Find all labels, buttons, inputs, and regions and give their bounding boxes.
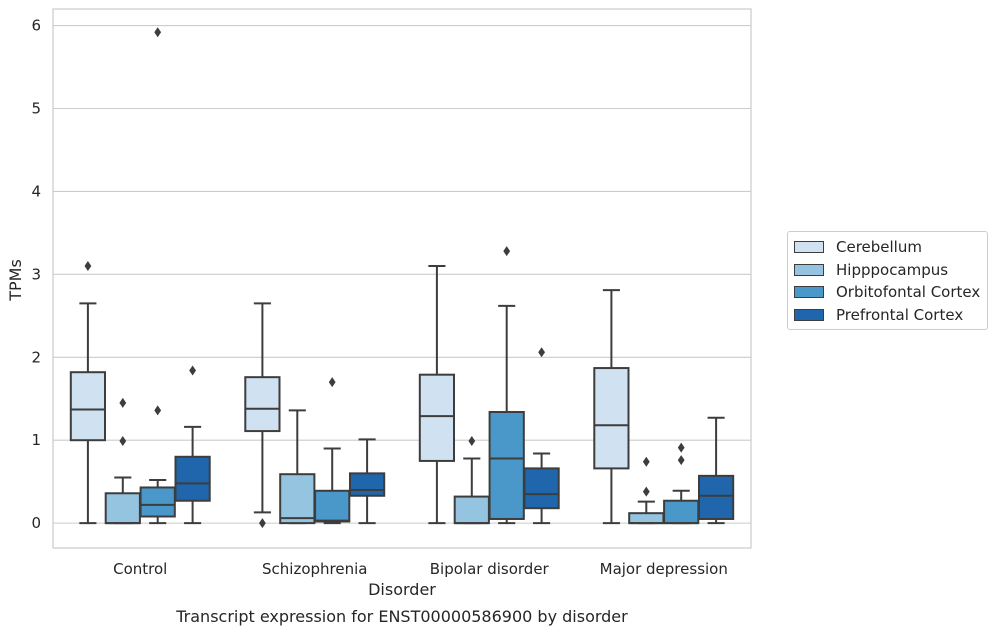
box-iqr: [279, 473, 316, 525]
box-iqr: [104, 492, 141, 525]
box-orbitofontal-cortex: [314, 377, 351, 525]
chart-title: Transcript expression for ENST0000058690…: [175, 607, 628, 626]
box-iqr: [488, 411, 525, 520]
outlier-point: [119, 397, 127, 408]
box-iqr: [244, 376, 281, 433]
legend-swatch: [794, 308, 824, 321]
legend-swatch: [794, 241, 824, 254]
box-prefrontal-cortex: [174, 365, 211, 525]
x-tick-label: Schizophrenia: [262, 560, 367, 578]
box-orbitofontal-cortex: [139, 27, 176, 525]
box-iqr: [418, 373, 456, 462]
box-orbitofontal-cortex: [663, 442, 700, 525]
legend-label: Hipppocampus: [836, 260, 949, 279]
box-iqr: [697, 474, 735, 520]
y-tick-label: 1: [31, 431, 41, 449]
x-tick-label: Major depression: [600, 560, 728, 578]
outlier-point: [259, 518, 266, 529]
box-iqr: [314, 489, 351, 523]
box-cerebellum: [244, 302, 281, 529]
gridlines: [53, 25, 751, 524]
outlier-point: [189, 365, 196, 376]
legend-item: Hipppocampus: [794, 259, 981, 282]
legend: Cerebellum Hipppocampus Orbitofontal Corte…: [787, 231, 988, 330]
x-tick-labels: Control Schizophrenia Bipolar disorder Majo…: [113, 560, 728, 578]
box-cerebellum: [69, 261, 107, 525]
legend-item: Prefrontal Cortex: [794, 304, 981, 327]
y-tick-label: 6: [31, 17, 41, 35]
y-tick-label: 3: [31, 265, 41, 283]
outlier-point: [328, 377, 336, 388]
y-tick-label: 4: [31, 182, 41, 200]
box-hipppocampus: [104, 397, 141, 525]
box-cerebellum: [593, 289, 630, 525]
legend-swatch: [794, 263, 824, 276]
x-axis-label: Disorder: [368, 580, 436, 599]
legend-label: Orbitofontal Cortex: [836, 283, 981, 302]
outlier-point: [642, 486, 650, 497]
y-axis-label: TPMs: [6, 259, 25, 302]
outlier-point: [119, 436, 127, 447]
box-orbitofontal-cortex: [488, 246, 525, 525]
box-iqr: [69, 371, 107, 442]
box-prefrontal-cortex: [348, 438, 386, 525]
box-cerebellum: [418, 265, 456, 525]
legend-label: Cerebellum: [836, 238, 922, 257]
box-iqr: [174, 455, 211, 502]
outlier-point: [154, 405, 162, 416]
box-iqr: [628, 512, 665, 525]
box-prefrontal-cortex: [523, 347, 560, 525]
box-hipppocampus: [628, 456, 665, 525]
outlier-point: [677, 442, 685, 453]
box-iqr: [348, 472, 386, 497]
legend-item: Orbitofontal Cortex: [794, 281, 981, 304]
legend-item: Cerebellum: [794, 236, 981, 259]
outlier-point: [468, 436, 476, 447]
box-layer: [69, 27, 735, 529]
y-tick-label: 2: [31, 348, 41, 366]
y-tick-label: 0: [31, 514, 41, 532]
outlier-point: [84, 261, 92, 272]
box-hipppocampus: [279, 409, 316, 525]
outlier-point: [642, 456, 650, 467]
legend-label: Prefrontal Cortex: [836, 305, 964, 324]
x-tick-label: Control: [113, 560, 167, 578]
outlier-point: [503, 246, 511, 257]
y-tick-label: 5: [31, 100, 41, 118]
x-tick-label: Bipolar disorder: [430, 560, 550, 578]
y-tick-labels: 0 1 2 3 4 5 6: [31, 17, 41, 533]
box-iqr: [139, 486, 176, 518]
plot-frame: [52, 8, 752, 549]
box-iqr: [593, 367, 630, 470]
legend-swatch: [794, 286, 824, 299]
outlier-point: [677, 455, 685, 466]
box-iqr: [453, 495, 490, 525]
box-iqr: [663, 499, 700, 525]
box-iqr: [523, 467, 560, 510]
box-hipppocampus: [453, 436, 490, 525]
box-prefrontal-cortex: [697, 416, 735, 525]
outlier-point: [154, 27, 162, 38]
outlier-point: [538, 347, 545, 358]
